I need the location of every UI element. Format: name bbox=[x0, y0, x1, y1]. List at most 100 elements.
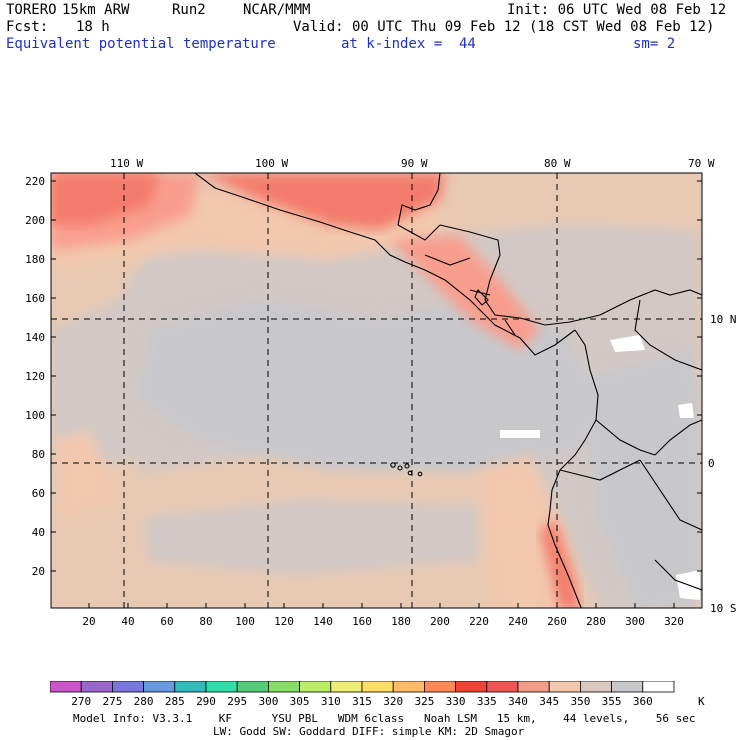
shade-360-patch-1 bbox=[610, 335, 645, 352]
x-label: 140 bbox=[313, 615, 333, 628]
colorbar-label: 280 bbox=[134, 695, 154, 708]
shade-330-northwest bbox=[51, 173, 160, 225]
colorbar-swatch bbox=[80, 681, 113, 693]
coast-colombia-pacific bbox=[574, 329, 599, 456]
valid-time: Valid: 00 UTC Thu 09 Feb 12 (18 CST Wed … bbox=[293, 19, 715, 35]
shade-330-mexico bbox=[200, 173, 445, 230]
x-label: 20 bbox=[82, 615, 95, 628]
x-label: 300 bbox=[625, 615, 645, 628]
lat-label-0: 0 bbox=[708, 457, 715, 470]
colorbar-swatch bbox=[174, 681, 207, 693]
resolution-label: 15km ARW bbox=[62, 2, 130, 18]
y-label: 200 bbox=[25, 214, 45, 227]
colorbar-label: 275 bbox=[102, 695, 122, 708]
level-label: at k-index = 44 bbox=[341, 36, 476, 52]
shade-335-centralamerica bbox=[390, 235, 540, 350]
coast-mexico bbox=[194, 173, 406, 263]
x-labels: 20 40 60 80 100 120 140 160 180 200 220 … bbox=[82, 615, 684, 628]
forecast-hours: 18 h bbox=[76, 19, 110, 35]
y-label: 80 bbox=[32, 448, 45, 461]
lon-label-70w: 70 W bbox=[688, 157, 715, 170]
coastlines bbox=[194, 173, 702, 608]
colorbar-swatch bbox=[455, 681, 488, 693]
border-ecuador-peru bbox=[559, 459, 641, 481]
colorbar-label: 310 bbox=[321, 695, 341, 708]
x-label: 120 bbox=[274, 615, 294, 628]
lon-label-110w: 110 W bbox=[110, 157, 143, 170]
coast-mexico-gulf bbox=[397, 173, 441, 226]
map-frame bbox=[50, 172, 703, 609]
colorbar-swatch bbox=[205, 681, 238, 693]
colorbar-swatch bbox=[143, 681, 176, 693]
init-time: Init: 06 UTC Wed 08 Feb 12 bbox=[507, 2, 727, 18]
colorbar-label: 285 bbox=[165, 695, 185, 708]
galapagos-5 bbox=[417, 471, 423, 477]
x-label: 220 bbox=[469, 615, 489, 628]
x-label: 200 bbox=[430, 615, 450, 628]
colorbar-label: 295 bbox=[227, 695, 247, 708]
colorbar-swatch bbox=[611, 681, 644, 693]
colorbar-label: 315 bbox=[352, 695, 372, 708]
coast-ecuador-peru bbox=[547, 454, 582, 608]
colorbar-label: 350 bbox=[570, 695, 590, 708]
x-label: 40 bbox=[121, 615, 134, 628]
theta-e-map: 110 W 100 W 90 W 80 W 70 W bbox=[25, 157, 737, 628]
x-label: 100 bbox=[235, 615, 255, 628]
colorbar: 270 275 280 285 290 295 300 305 310 315 320 325 330 3… bbox=[50, 681, 705, 708]
smoothing-label: sm= 2 bbox=[633, 36, 676, 52]
colorbar-swatch bbox=[392, 681, 425, 693]
shade-360-patch-4 bbox=[500, 430, 540, 438]
colorbar-labels: 270 275 280 285 290 295 300 305 310 315 320 325 330 3… bbox=[71, 695, 652, 708]
colorbar-unit: K bbox=[698, 695, 705, 708]
colorbar-swatch bbox=[330, 681, 363, 693]
colorbar-swatch bbox=[423, 681, 456, 693]
lat-label-10n: 10 N bbox=[710, 313, 737, 326]
colorbar-swatch bbox=[548, 681, 581, 693]
x-label: 320 bbox=[664, 615, 684, 628]
lon-label-100w: 100 W bbox=[255, 157, 288, 170]
border-colombia-ecuador bbox=[595, 419, 656, 456]
colorbar-label: 340 bbox=[508, 695, 528, 708]
border-guatemala bbox=[397, 224, 441, 241]
x-label: 240 bbox=[508, 615, 528, 628]
border-colombia-venezuela bbox=[634, 299, 702, 371]
y-label: 220 bbox=[25, 175, 45, 188]
y-ticks bbox=[51, 180, 702, 572]
colorbar-label: 320 bbox=[383, 695, 403, 708]
x-label: 160 bbox=[352, 615, 372, 628]
border-honduras bbox=[424, 254, 471, 266]
y-label: 60 bbox=[32, 487, 45, 500]
shade-355-east bbox=[580, 350, 700, 608]
colorbar-label: 305 bbox=[290, 695, 310, 708]
model-name: TORERO bbox=[6, 2, 57, 18]
y-label: 140 bbox=[25, 331, 45, 344]
colorbar-swatch bbox=[642, 681, 675, 693]
x-label: 60 bbox=[160, 615, 173, 628]
shade-355-pool bbox=[140, 300, 600, 470]
colorbar-label: 300 bbox=[258, 695, 278, 708]
galapagos-2 bbox=[397, 465, 403, 471]
y-label: 40 bbox=[32, 526, 45, 539]
colorbar-swatch bbox=[50, 681, 82, 693]
colorbar-swatch bbox=[299, 681, 332, 693]
colorbar-label: 355 bbox=[602, 695, 622, 708]
model-info: Model Info: V3.3.1 KF YSU PBL WDM 6class… bbox=[73, 712, 696, 725]
colorbar-swatch bbox=[517, 681, 550, 693]
latlon-grid bbox=[51, 173, 702, 608]
shade-360-patch-3 bbox=[678, 403, 694, 418]
border-peru-brazil-south bbox=[654, 559, 702, 591]
coast-centralamerica-pacific bbox=[404, 261, 576, 356]
colorbar-label: 335 bbox=[477, 695, 497, 708]
y-labels: 220 200 180 160 140 120 100 80 60 40 20 bbox=[25, 175, 45, 578]
colorbar-swatch bbox=[112, 681, 145, 693]
field-shading bbox=[51, 173, 702, 608]
border-costarica bbox=[504, 319, 516, 336]
colorbar-label: 360 bbox=[633, 695, 653, 708]
shade-340-left bbox=[51, 430, 120, 520]
run-label: Run2 bbox=[172, 2, 206, 18]
colorbar-label: 270 bbox=[71, 695, 91, 708]
colorbar-swatch bbox=[267, 681, 300, 693]
colorbar-swatch bbox=[580, 681, 613, 693]
galapagos-3 bbox=[404, 463, 410, 469]
x-label: 260 bbox=[547, 615, 567, 628]
